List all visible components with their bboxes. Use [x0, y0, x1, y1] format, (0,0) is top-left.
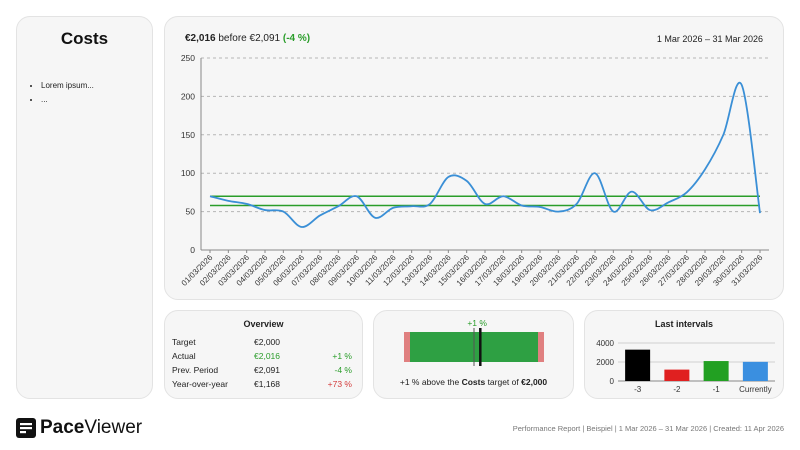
logo-text: PaceViewer [40, 417, 143, 438]
y-tick-label: 50 [186, 207, 196, 217]
y-tick-label: 0 [190, 245, 195, 255]
intervals-panel: Last intervals 0 2000 4000 -3 -2 -1 Currently [584, 310, 784, 399]
row-delta [306, 335, 352, 349]
bar [625, 349, 651, 381]
bar [664, 369, 690, 381]
series-line [209, 81, 761, 228]
paceviewer-logo: PaceViewer [16, 417, 142, 439]
row-label: Prev. Period [172, 365, 219, 375]
row-value: €2,000 [254, 337, 280, 347]
row-label: Year-over-year [172, 379, 228, 389]
table-row: Target €2,000 [172, 335, 352, 349]
sidebar-panel: Costs Lorem ipsum... ... [16, 16, 153, 399]
row-value: €1,168 [254, 379, 280, 389]
bar-label: -3 [634, 385, 642, 394]
overview-panel: Overview Target €2,000 Actual €2,016 +1 … [164, 310, 363, 399]
caption-mid: target of [487, 377, 519, 387]
line-chart: 05010015020025001/03/202602/03/202603/03… [180, 53, 769, 288]
row-label: Actual [172, 351, 196, 361]
current-value: €2,016 [185, 33, 216, 44]
y-tick-label: 4000 [596, 339, 614, 348]
y-tick-label: 100 [181, 168, 195, 178]
note-item: Lorem ipsum... [41, 79, 152, 93]
date-range: 1 Mar 2026 – 31 Mar 2026 [656, 34, 763, 44]
bar-label: Currently [739, 385, 771, 394]
y-tick-label: 0 [610, 377, 615, 386]
caption-metric: Costs [461, 377, 486, 387]
before-label: before [218, 33, 247, 44]
target-gauge: +1 % [404, 318, 544, 366]
y-tick-label: 200 [181, 91, 195, 101]
caption-value: €2,000 [521, 377, 548, 387]
overview-title: Overview [243, 319, 284, 329]
delta-value: (-4 %) [282, 33, 311, 44]
summary-header: €2,016 before €2,091 (-4 %) [185, 33, 310, 44]
notes-list: Lorem ipsum... ... [41, 79, 152, 107]
logo-icon [16, 418, 36, 438]
bar-label: -1 [713, 385, 721, 394]
target-caption: +1 % above the Costs target of €2,000 [374, 377, 573, 387]
table-row: Prev. Period €2,091 -4 % [172, 363, 352, 377]
gauge-percent-label: +1 % [467, 318, 487, 328]
row-delta: +1 % [332, 351, 352, 361]
bar [742, 361, 768, 381]
y-tick-label: 250 [181, 53, 195, 63]
row-value: €2,016 [254, 351, 280, 361]
main-chart-panel: €2,016 before €2,091 (-4 %) 1 Mar 2026 –… [164, 16, 784, 300]
y-tick-label: 2000 [596, 358, 614, 367]
report-footer: Performance Report | Beispiel | 1 Mar 20… [512, 424, 784, 433]
intervals-bar-chart: 0 2000 4000 -3 -2 -1 Currently [596, 339, 775, 394]
table-row: Year-over-year €1,168 +73 % [172, 377, 352, 391]
row-delta: -4 % [334, 365, 352, 375]
row-delta: +73 % [327, 379, 352, 389]
y-tick-label: 150 [181, 130, 195, 140]
intervals-title: Last intervals [654, 319, 714, 329]
row-value: €2,091 [254, 365, 280, 375]
page-title: Costs [60, 29, 109, 48]
caption-prefix: +1 % above the [399, 377, 460, 387]
note-item: ... [41, 93, 152, 107]
bar [703, 361, 729, 381]
bar-label: -2 [673, 385, 681, 394]
table-row: Actual €2,016 +1 % [172, 349, 352, 363]
target-panel: +1 % +1 % above the Costs target of €2,0… [373, 310, 574, 399]
row-label: Target [172, 337, 196, 347]
overview-table: Target €2,000 Actual €2,016 +1 % Prev. P… [172, 335, 352, 391]
previous-value: €2,091 [249, 33, 281, 44]
